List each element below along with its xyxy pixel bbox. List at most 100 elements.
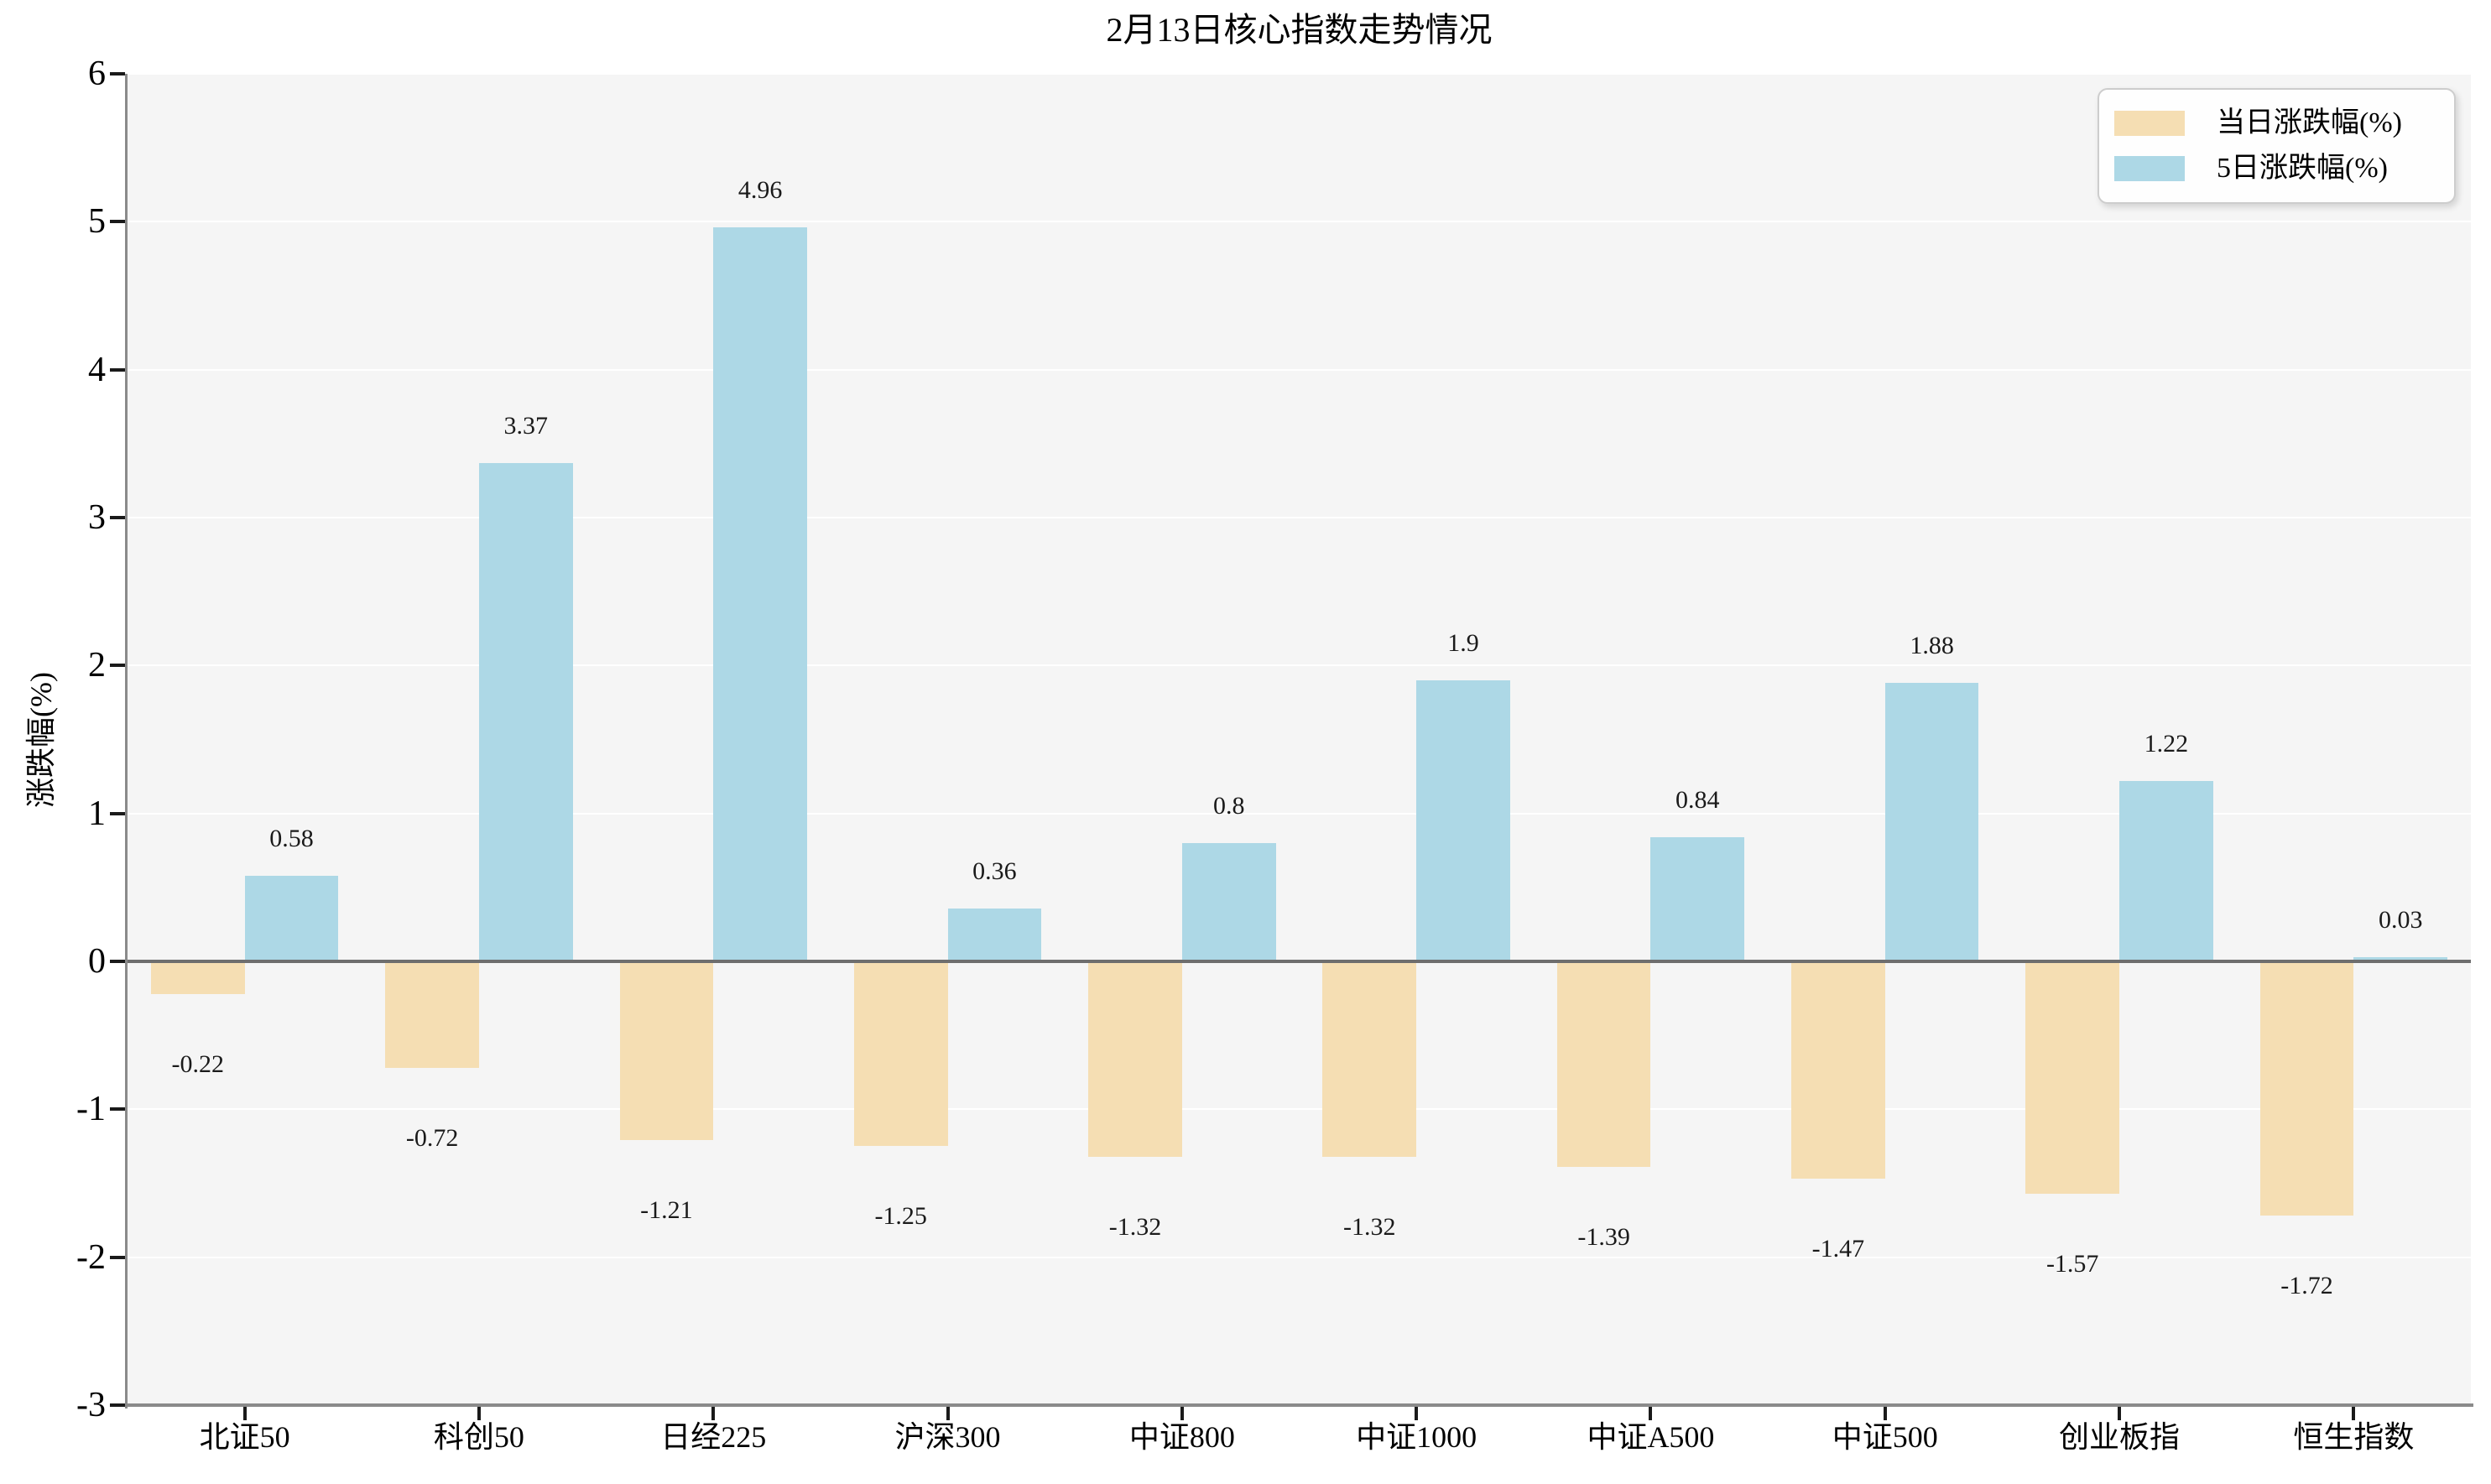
legend: 当日涨跌幅(%) 5日涨跌幅(%) — [2098, 88, 2456, 204]
bar-value-label: -0.22 — [171, 1049, 225, 1078]
bar — [1556, 961, 1651, 1168]
y-tick-label: -2 — [76, 1237, 106, 1277]
grid-line — [128, 73, 2471, 75]
x-tick-mark — [2118, 1407, 2122, 1420]
y-tick-label: 5 — [88, 202, 106, 242]
bar-value-label: 1.9 — [1447, 628, 1479, 657]
bar-value-label: -1.21 — [640, 1196, 693, 1225]
bar — [1416, 680, 1510, 961]
bar-value-label: 3.37 — [503, 411, 549, 440]
x-tick-label: 日经225 — [660, 1420, 767, 1454]
x-tick-mark — [1415, 1407, 1419, 1420]
bar — [385, 961, 479, 1068]
grid-line — [128, 368, 2471, 371]
bar-value-label: -1.57 — [2045, 1249, 2099, 1278]
x-tick-mark — [477, 1407, 481, 1420]
grid-line — [128, 1108, 2471, 1111]
bar-value-label: 0.84 — [1675, 785, 1720, 814]
bar-value-label: -1.47 — [1811, 1235, 1865, 1263]
bar — [619, 961, 714, 1141]
bar — [1322, 961, 1417, 1157]
bar — [2119, 780, 2213, 961]
y-tick-mark — [110, 516, 125, 519]
bar-value-label: 4.96 — [737, 176, 783, 205]
x-tick-label: 中证800 — [1128, 1420, 1235, 1454]
y-tick-mark — [110, 72, 125, 76]
y-tick-mark — [110, 1107, 125, 1112]
bar-value-label: 1.22 — [2144, 729, 2189, 758]
bar-value-label: -1.32 — [1343, 1212, 1396, 1241]
bar-value-label: 1.88 — [1910, 632, 1954, 660]
y-tick-mark — [110, 811, 125, 815]
x-tick-mark — [1649, 1407, 1653, 1420]
x-axis-spine — [125, 1403, 2473, 1407]
x-tick-mark — [1180, 1407, 1184, 1420]
y-tick-label: 3 — [88, 498, 106, 537]
x-tick-label: 科创50 — [433, 1420, 524, 1454]
x-tick-label: 中证A500 — [1587, 1420, 1715, 1454]
bar — [478, 462, 573, 961]
bar-value-label: -1.25 — [874, 1202, 927, 1231]
x-tick-mark — [946, 1407, 950, 1420]
legend-item-5day-change: 5日涨跌幅(%) — [2114, 152, 2439, 185]
grid-line — [128, 221, 2471, 223]
bar-value-label: -1.72 — [2280, 1272, 2333, 1300]
bar — [2353, 956, 2448, 961]
y-tick-mark — [110, 220, 125, 224]
y-tick-label: -3 — [76, 1386, 106, 1424]
y-axis-spine — [125, 74, 128, 1408]
x-tick-label: 创业板指 — [2059, 1420, 2181, 1454]
chart-title: 2月13日核心指数走势情况 — [1106, 11, 1493, 49]
x-tick-label: 中证500 — [1832, 1420, 1938, 1454]
bar — [947, 908, 1042, 961]
legend-swatch-daily-change — [2114, 111, 2185, 136]
bar-value-label: 0.58 — [269, 824, 314, 852]
grid-line — [128, 812, 2471, 815]
y-tick-mark — [110, 664, 125, 668]
bar — [1791, 961, 1885, 1179]
x-tick-label: 北证50 — [199, 1420, 290, 1454]
bar-value-label: 0.36 — [972, 857, 1017, 885]
bar — [244, 875, 339, 961]
x-tick-mark — [2352, 1407, 2356, 1420]
bar — [1650, 836, 1745, 961]
bar — [2259, 961, 2354, 1216]
grid-line — [128, 517, 2471, 518]
y-tick-label: -1 — [76, 1090, 106, 1129]
x-tick-label: 中证1000 — [1356, 1420, 1477, 1454]
bar-value-label: 0.03 — [2378, 905, 2423, 934]
grid-line — [128, 1256, 2471, 1258]
legend-item-daily-change: 当日涨跌幅(%) — [2114, 107, 2439, 140]
y-tick-label: 2 — [88, 646, 106, 685]
bar — [1088, 961, 1182, 1157]
y-tick-label: 4 — [88, 350, 106, 389]
x-tick-label: 沪深300 — [894, 1420, 1001, 1454]
x-tick-mark — [1883, 1407, 1887, 1420]
bar-value-label: -0.72 — [405, 1123, 459, 1152]
legend-swatch-5day-change — [2114, 156, 2185, 181]
bar — [1181, 842, 1276, 961]
legend-label-daily-change: 当日涨跌幅(%) — [2217, 107, 2402, 138]
bar-value-label: 0.8 — [1212, 791, 1245, 820]
y-tick-mark — [110, 960, 125, 963]
zero-line — [128, 960, 2471, 963]
y-tick-label: 0 — [88, 942, 106, 981]
bar — [2025, 961, 2120, 1194]
x-tick-mark — [242, 1407, 247, 1420]
y-tick-mark — [110, 367, 125, 372]
legend-label-5day-change: 5日涨跌幅(%) — [2217, 153, 2388, 184]
bar-value-label: -1.39 — [1577, 1223, 1630, 1252]
bar — [1884, 683, 1979, 961]
y-tick-mark — [110, 1255, 125, 1259]
bar-value-label: -1.32 — [1108, 1212, 1162, 1241]
grid-line — [128, 664, 2471, 667]
y-tick-label: 6 — [88, 55, 106, 93]
y-tick-mark — [110, 1403, 125, 1407]
x-tick-label: 恒生指数 — [2293, 1420, 2415, 1454]
bar — [853, 961, 948, 1147]
x-tick-mark — [711, 1407, 716, 1420]
bar — [713, 227, 807, 961]
bar — [150, 961, 245, 994]
